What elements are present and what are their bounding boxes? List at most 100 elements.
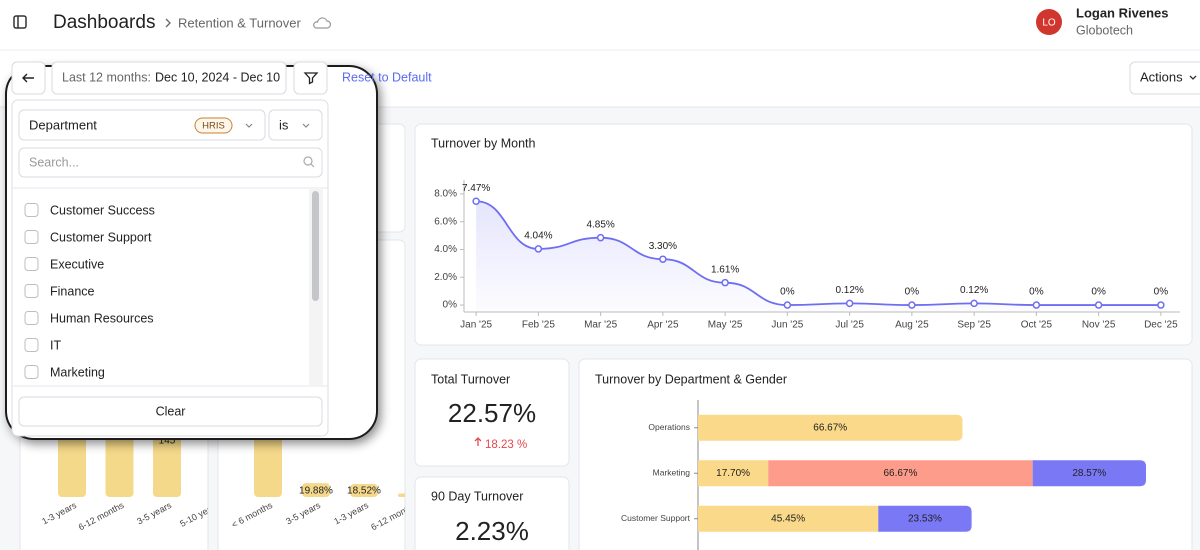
data-label: 0% — [780, 287, 795, 298]
y-tick-label: 8.0% — [434, 189, 457, 200]
actions-label: Actions — [1140, 69, 1183, 84]
checkbox — [24, 365, 39, 379]
bar — [302, 483, 330, 497]
field-label: Department — [29, 117, 97, 132]
data-label: 3.30% — [649, 241, 677, 252]
bar-segment — [698, 460, 769, 487]
kpi-value: 2.23% — [455, 516, 529, 546]
point — [659, 255, 667, 263]
card — [414, 476, 570, 550]
point — [534, 245, 543, 253]
y-tick-label: 6.0% — [434, 216, 457, 227]
option-label: IT — [50, 338, 61, 352]
option[interactable]: IT — [24, 338, 61, 352]
y-tick-label: 2.0% — [434, 272, 457, 283]
data-label: 23.53% — [908, 513, 942, 524]
operator-label: is — [279, 117, 289, 132]
back-button[interactable] — [11, 61, 46, 95]
data-label: 0% — [905, 287, 920, 298]
x-tick-label: May '25 — [708, 320, 743, 331]
bar-segment — [878, 505, 972, 532]
source-label: HRIS — [202, 121, 225, 132]
checkbox — [24, 284, 39, 298]
y-tick-label: Marketing — [653, 468, 691, 478]
option[interactable]: Marketing — [24, 365, 105, 379]
data-label: 19.88% — [299, 486, 333, 497]
point — [845, 299, 854, 308]
option[interactable]: Customer Success — [24, 203, 155, 217]
option-label: Finance — [50, 284, 95, 298]
card — [578, 358, 1193, 550]
option-label: Customer Support — [50, 230, 152, 244]
kpi-change: 18.23 % — [485, 439, 527, 451]
back-icon — [22, 73, 34, 83]
data-label: 0% — [1091, 287, 1106, 298]
data-label: 17.70% — [716, 468, 750, 479]
point — [1094, 301, 1103, 309]
avatar[interactable] — [1036, 9, 1062, 35]
reset-link[interactable]: Reset to Default — [342, 70, 432, 84]
option[interactable]: Customer Support — [24, 230, 152, 244]
clear-label: Clear — [156, 404, 186, 418]
card — [414, 358, 570, 467]
actions-button[interactable]: Actions — [1129, 61, 1200, 95]
filter-button[interactable] — [293, 61, 328, 95]
operator-select[interactable] — [268, 109, 323, 141]
clear-button[interactable] — [18, 396, 323, 427]
card-title: Turnover by Department & Gender — [595, 372, 787, 386]
data-label: 0% — [1029, 287, 1044, 298]
search-box[interactable] — [18, 147, 323, 178]
bar-segment — [698, 505, 879, 532]
data-label: 45.45% — [771, 513, 805, 524]
data-label: 145 — [159, 436, 176, 447]
option[interactable]: Executive — [24, 257, 104, 271]
filter-dropdown: Department HRIS is Search... Customer Su… — [11, 99, 329, 437]
search-placeholder: Search... — [29, 155, 79, 169]
x-tick-label: Dec '25 — [1144, 320, 1178, 331]
page-title: Dashboards — [53, 12, 155, 33]
x-tick-label: Oct '25 — [1021, 320, 1053, 331]
card-title: Total Turnover — [431, 372, 510, 386]
checkbox — [24, 338, 39, 352]
bar — [153, 436, 181, 497]
sidebar-icon — [13, 15, 27, 29]
x-tick-label: Jul '25 — [835, 320, 864, 331]
sidebar-toggle[interactable] — [13, 15, 27, 29]
x-tick-label: Apr '25 — [647, 320, 679, 331]
date-range-value: Dec 10, 2024 - Dec 10 — [155, 70, 280, 84]
bar — [254, 430, 282, 497]
option-label: Human Resources — [50, 311, 154, 325]
y-tick-label: Customer Support — [621, 513, 691, 523]
y-tick-label: 4.0% — [434, 244, 457, 255]
option[interactable]: Human Resources — [24, 311, 154, 325]
y-tick-label: 0% — [443, 300, 458, 311]
bar — [350, 484, 378, 497]
point — [1157, 301, 1165, 309]
hbar-chart: Operations 66.67% Marketing 17.70% 66.67% 28.… — [621, 400, 1146, 550]
point — [970, 299, 978, 308]
point — [908, 301, 916, 309]
source-pill — [194, 117, 233, 134]
option[interactable]: Finance — [24, 284, 95, 298]
data-label: 4.85% — [586, 219, 614, 230]
scroll-thumb[interactable] — [312, 191, 319, 301]
cloud-icon — [313, 17, 332, 29]
data-label: 4.04% — [524, 231, 552, 242]
area — [476, 201, 1161, 312]
data-label: 66.67% — [883, 468, 917, 479]
option-label: Executive — [50, 257, 104, 271]
data-label: 1.61% — [711, 264, 739, 275]
x-tick-label: Feb '25 — [522, 320, 555, 331]
data-label: 0.12% — [835, 285, 863, 296]
checkbox — [24, 257, 39, 271]
data-label: 0% — [1154, 287, 1169, 298]
kpi-value: 22.57% — [448, 398, 536, 428]
x-tick-label: Jun '25 — [771, 320, 803, 331]
checkbox — [24, 230, 39, 244]
card-title: Turnover by Month — [431, 136, 535, 150]
filter-icon — [303, 72, 319, 85]
chevron — [245, 123, 253, 128]
date-range[interactable]: Last 12 months: Dec 10, 2024 - Dec 10 — [51, 61, 287, 95]
search-icon-handle — [310, 163, 315, 168]
bar — [398, 493, 405, 497]
